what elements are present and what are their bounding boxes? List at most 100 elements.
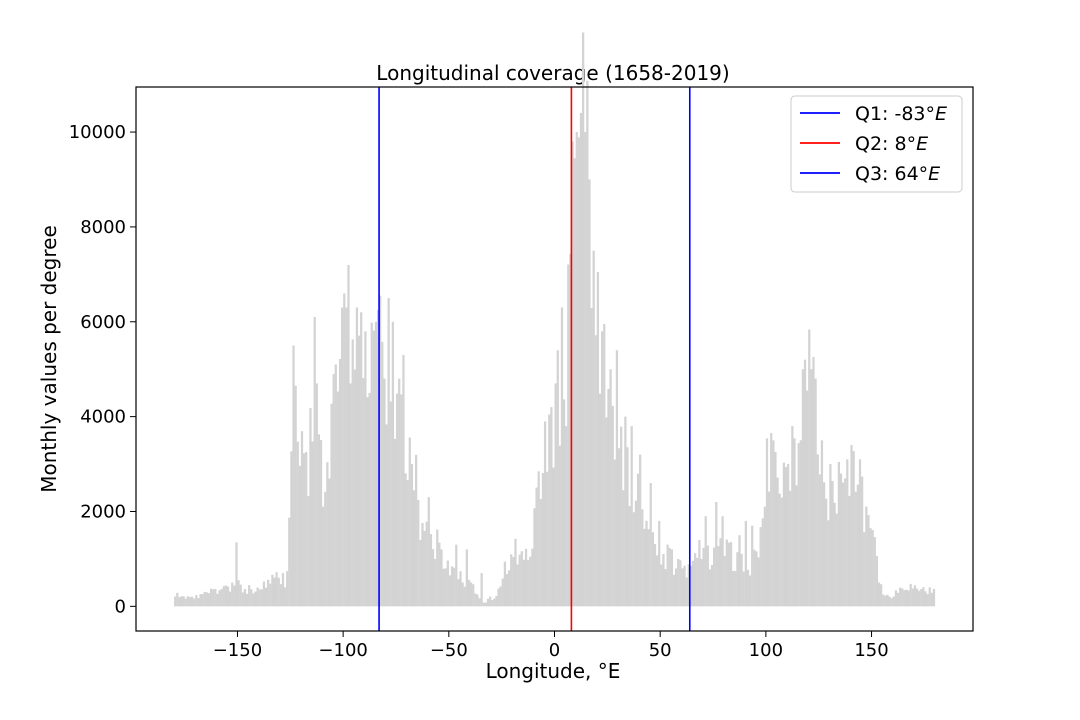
bars-layer [174,32,936,607]
histogram-bar [300,431,304,607]
histogram-bar [199,594,202,607]
histogram-bar [782,462,786,607]
histogram-bar [615,350,619,607]
chart-title: Longitudinal coverage (1658-2019) [376,61,729,85]
histogram-bar [431,549,435,607]
histogram-bar [880,584,883,607]
histogram-bar [436,529,439,607]
x-axis-label: Longitude, °E [486,659,621,683]
histogram-bar [850,445,853,607]
histogram-bar [440,549,443,607]
histogram-bar [687,564,690,607]
histogram-bar [241,592,244,607]
histogram-bar [740,553,743,607]
histogram-bar [455,544,458,607]
histogram-bar [556,350,559,607]
histogram-bar [660,564,663,607]
histogram-bar [260,589,263,607]
histogram-bar [784,467,788,607]
histogram-bar [286,571,289,607]
histogram-bar [581,32,585,607]
y-axis: 0 2000 4000 6000 8000 10000 [69,122,136,617]
histogram-bar [751,525,754,607]
histogram-bar [267,579,270,607]
histogram-bar [584,132,587,607]
histogram-bar [759,527,762,607]
histogram-bar [565,426,568,607]
histogram-bar [725,539,728,607]
histogram-bar [672,574,676,607]
histogram-bar [209,588,213,607]
histogram-bar [774,451,777,607]
histogram-bar [715,502,718,607]
histogram-bar [229,591,232,607]
histogram-bar [742,571,745,607]
histogram-bar [810,369,813,607]
histogram-bar [174,596,177,607]
histogram-bar [516,564,519,607]
histogram-bar [548,414,551,607]
histogram-bar [922,587,925,607]
histogram-bar [708,569,712,607]
histogram-bar [180,596,183,607]
histogram-bar [841,482,845,607]
histogram-bar [252,593,255,607]
histogram-bar [721,516,724,607]
histogram-bar [698,539,701,607]
histogram-bar [590,308,593,607]
histogram-bar [723,555,726,607]
histogram-bar [512,556,515,607]
histogram-bar [924,591,927,607]
histogram-bar [446,560,449,607]
histogram-bar [404,473,407,607]
histogram-bar [634,500,638,607]
x-tick-label: −50 [430,640,468,661]
histogram-bar [427,497,430,607]
histogram-bar [829,464,832,607]
histogram-bar [575,132,578,607]
histogram-bar [753,549,756,607]
histogram-bar [831,481,834,607]
histogram-bar [273,577,276,607]
histogram-bar [653,544,657,607]
histogram-bar [457,579,460,607]
histogram-bar [324,491,327,607]
histogram-bar [400,394,403,607]
histogram-bar [195,595,198,607]
histogram-bar [871,530,874,607]
histogram-bar [795,485,798,607]
histogram-bar [222,586,225,607]
histogram-bar [863,532,866,607]
histogram-bar [482,602,485,607]
histogram-bar [577,137,581,607]
histogram-bar [869,528,872,607]
histogram-bar [888,596,891,607]
histogram-bar [780,497,783,607]
histogram-bar [626,447,629,607]
histogram-bar [839,473,843,607]
x-tick-label: −150 [213,640,262,661]
histogram-bar [231,582,234,607]
histogram-bar [822,482,826,607]
histogram-bar [683,565,686,607]
histogram-bar [696,557,699,607]
histogram-bar [442,568,445,607]
histogram-bar [738,535,741,607]
histogram-bar [503,561,507,607]
histogram-bar [860,476,864,607]
histogram-bar [793,438,796,607]
histogram-bar [767,491,771,607]
histogram-bar [315,383,318,607]
histogram-bar [524,548,528,607]
histogram-bar [279,584,282,607]
histogram-bar [886,594,889,607]
histogram-bar [624,416,627,607]
histogram-bar [383,378,386,607]
histogram-bar [873,537,876,607]
histogram-bar [385,424,388,607]
histogram-bar [727,542,731,607]
histogram-bar [245,593,249,607]
histogram-bar [662,554,665,607]
histogram-bar [573,158,576,607]
histogram-bar [370,322,373,607]
